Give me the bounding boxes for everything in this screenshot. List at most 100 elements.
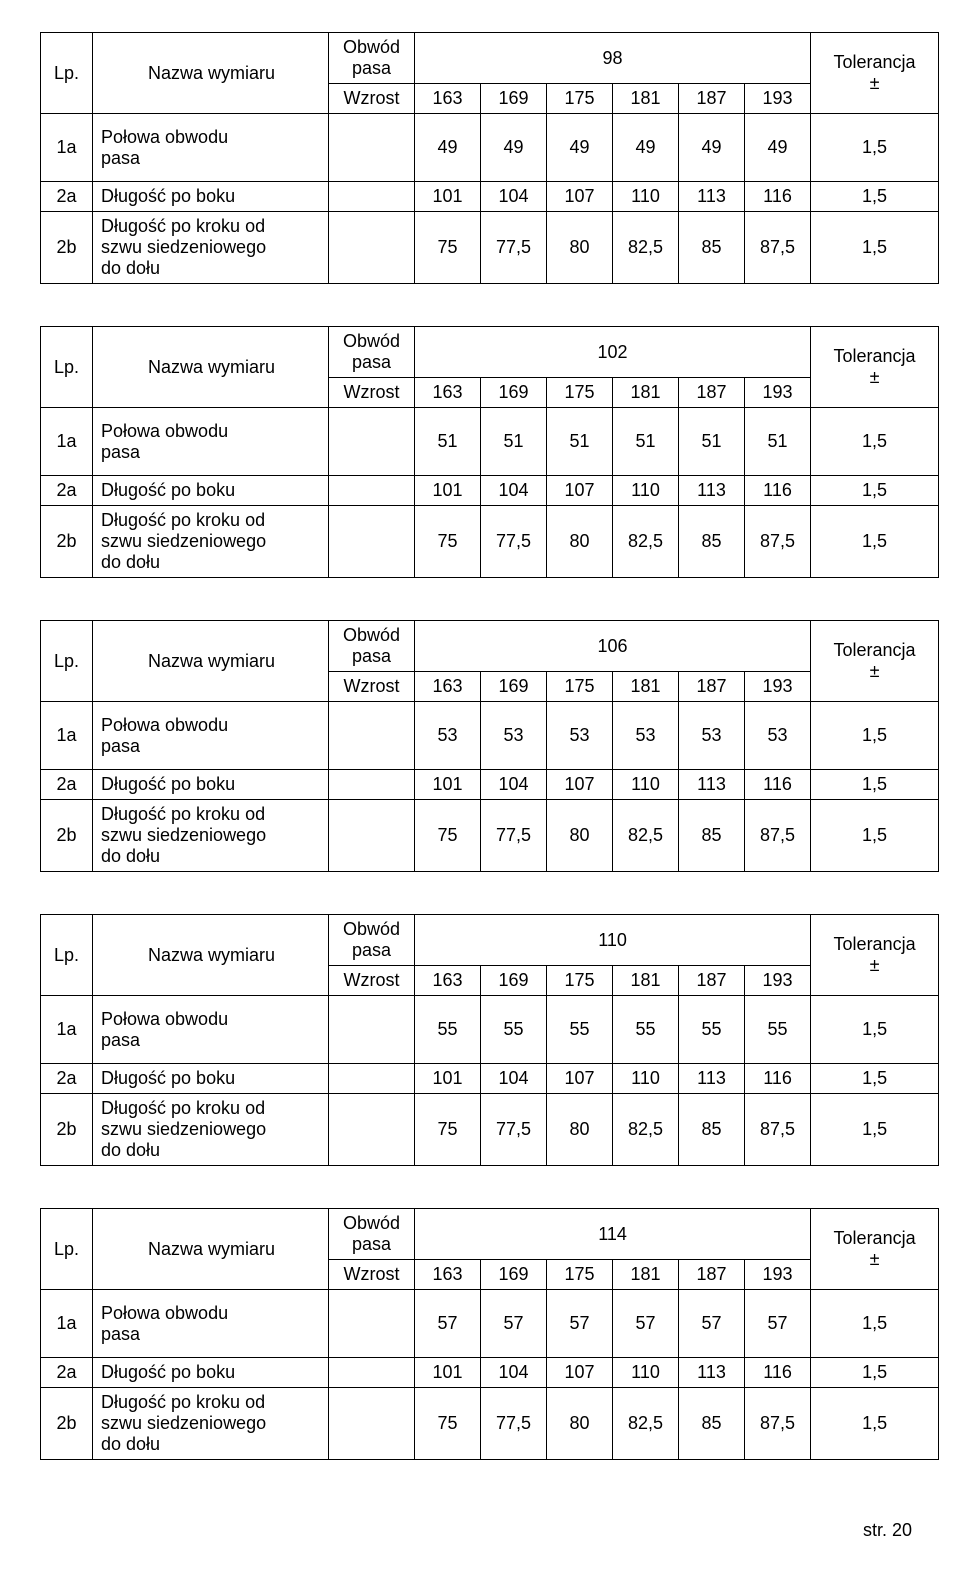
cell-value: 75 <box>415 212 481 284</box>
header-obwod-pasa: Obwódpasa <box>329 1209 415 1260</box>
cell-value: 110 <box>613 1064 679 1094</box>
cell-value: 87,5 <box>745 1094 811 1166</box>
cell-tolerance: 1,5 <box>811 800 939 872</box>
cell-value: 104 <box>481 770 547 800</box>
cell-value: 49 <box>547 114 613 182</box>
header-wzrost-value: 163 <box>415 84 481 114</box>
header-wzrost-value: 187 <box>679 966 745 996</box>
header-nazwa: Nazwa wymiaru <box>93 1209 329 1290</box>
cell-value: 107 <box>547 1064 613 1094</box>
cell-value: 53 <box>481 702 547 770</box>
row-name-2b: Długość po kroku odszwu siedzeniowegodo … <box>93 1388 329 1460</box>
cell-value: 51 <box>547 408 613 476</box>
header-obwod-pasa: Obwódpasa <box>329 621 415 672</box>
cell-value: 110 <box>613 770 679 800</box>
header-wzrost-value: 169 <box>481 378 547 408</box>
cell-empty <box>329 1094 415 1166</box>
cell-tolerance: 1,5 <box>811 182 939 212</box>
cell-tolerance: 1,5 <box>811 770 939 800</box>
cell-value: 116 <box>745 770 811 800</box>
cell-value: 53 <box>613 702 679 770</box>
cell-empty <box>329 1064 415 1094</box>
cell-value: 49 <box>415 114 481 182</box>
header-obwod-value: 106 <box>415 621 811 672</box>
row-code-1a: 1a <box>41 702 93 770</box>
header-wzrost-value: 169 <box>481 966 547 996</box>
cell-value: 57 <box>613 1290 679 1358</box>
row-code-2b: 2b <box>41 800 93 872</box>
cell-value: 75 <box>415 1388 481 1460</box>
row-code-2b: 2b <box>41 1388 93 1460</box>
row-name-2a: Długość po boku <box>93 770 329 800</box>
header-obwod-value: 110 <box>415 915 811 966</box>
header-wzrost-value: 163 <box>415 966 481 996</box>
row-code-2a: 2a <box>41 476 93 506</box>
cell-value: 107 <box>547 1358 613 1388</box>
cell-tolerance: 1,5 <box>811 996 939 1064</box>
cell-tolerance: 1,5 <box>811 702 939 770</box>
cell-value: 51 <box>415 408 481 476</box>
header-wzrost-value: 187 <box>679 84 745 114</box>
header-wzrost-value: 163 <box>415 672 481 702</box>
cell-tolerance: 1,5 <box>811 506 939 578</box>
header-wzrost-value: 193 <box>745 1260 811 1290</box>
header-wzrost: Wzrost <box>329 1260 415 1290</box>
measurement-table: Lp.Nazwa wymiaruObwódpasa110Tolerancja±W… <box>40 914 939 1166</box>
cell-value: 107 <box>547 770 613 800</box>
cell-value: 53 <box>547 702 613 770</box>
cell-value: 113 <box>679 1358 745 1388</box>
cell-value: 107 <box>547 182 613 212</box>
cell-value: 80 <box>547 1388 613 1460</box>
cell-empty <box>329 114 415 182</box>
header-wzrost-value: 187 <box>679 1260 745 1290</box>
header-wzrost: Wzrost <box>329 672 415 702</box>
cell-value: 116 <box>745 1358 811 1388</box>
header-wzrost-value: 181 <box>613 84 679 114</box>
cell-value: 51 <box>613 408 679 476</box>
cell-value: 55 <box>745 996 811 1064</box>
header-wzrost-value: 169 <box>481 84 547 114</box>
cell-value: 110 <box>613 1358 679 1388</box>
header-tolerancja: Tolerancja± <box>811 1209 939 1290</box>
cell-value: 101 <box>415 476 481 506</box>
row-name-1a: Połowa obwodupasa <box>93 702 329 770</box>
row-code-1a: 1a <box>41 996 93 1064</box>
header-wzrost-value: 193 <box>745 966 811 996</box>
cell-tolerance: 1,5 <box>811 1388 939 1460</box>
header-nazwa: Nazwa wymiaru <box>93 915 329 996</box>
cell-value: 77,5 <box>481 1094 547 1166</box>
header-wzrost-value: 187 <box>679 672 745 702</box>
header-nazwa: Nazwa wymiaru <box>93 33 329 114</box>
cell-value: 82,5 <box>613 800 679 872</box>
header-lp: Lp. <box>41 1209 93 1290</box>
cell-value: 57 <box>679 1290 745 1358</box>
cell-tolerance: 1,5 <box>811 1064 939 1094</box>
cell-value: 77,5 <box>481 800 547 872</box>
cell-value: 101 <box>415 182 481 212</box>
cell-value: 55 <box>613 996 679 1064</box>
size-table: Lp.Nazwa wymiaruObwódpasa114Tolerancja±W… <box>40 1208 920 1460</box>
header-obwod-pasa: Obwódpasa <box>329 915 415 966</box>
row-code-2a: 2a <box>41 1358 93 1388</box>
size-table: Lp.Nazwa wymiaruObwódpasa98Tolerancja±Wz… <box>40 32 920 284</box>
cell-value: 75 <box>415 1094 481 1166</box>
cell-value: 57 <box>745 1290 811 1358</box>
cell-value: 104 <box>481 476 547 506</box>
cell-tolerance: 1,5 <box>811 114 939 182</box>
cell-value: 101 <box>415 770 481 800</box>
cell-value: 53 <box>745 702 811 770</box>
row-code-2b: 2b <box>41 212 93 284</box>
cell-value: 49 <box>613 114 679 182</box>
header-lp: Lp. <box>41 327 93 408</box>
row-code-2a: 2a <box>41 1064 93 1094</box>
measurement-table: Lp.Nazwa wymiaruObwódpasa114Tolerancja±W… <box>40 1208 939 1460</box>
cell-value: 80 <box>547 1094 613 1166</box>
cell-value: 107 <box>547 476 613 506</box>
cell-empty <box>329 1388 415 1460</box>
cell-value: 55 <box>547 996 613 1064</box>
cell-empty <box>329 182 415 212</box>
row-code-1a: 1a <box>41 1290 93 1358</box>
cell-tolerance: 1,5 <box>811 212 939 284</box>
header-wzrost-value: 187 <box>679 378 745 408</box>
cell-value: 75 <box>415 800 481 872</box>
